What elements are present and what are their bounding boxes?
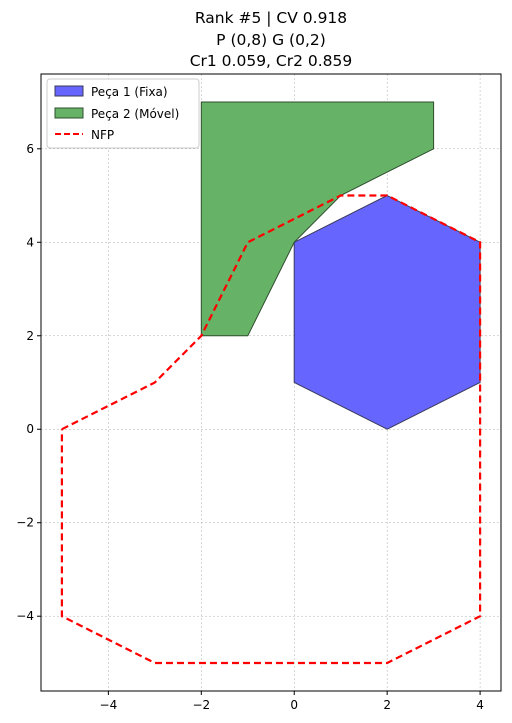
legend-label-peca-2: Peça 2 (Móvel) (91, 107, 179, 121)
chart-title-group: Rank #5 | CV 0.918 P (0,8) G (0,2) Cr1 0… (190, 9, 353, 70)
x-tick-label: 2 (383, 698, 391, 712)
chart-title-line-1: Rank #5 | CV 0.918 (195, 9, 347, 27)
nfp-line (60, 194, 482, 665)
y-tick-label: −2 (16, 516, 34, 530)
x-tick-label: −2 (192, 698, 210, 712)
legend-box (46, 78, 200, 149)
chart-title-line-3: Cr1 0.059, Cr2 0.859 (190, 52, 353, 70)
legend-swatch-peca-2 (54, 107, 84, 119)
legend: Peça 1 (Fixa) Peça 2 (Móvel) NFP (46, 78, 200, 149)
chart-title-line-2: P (0,8) G (0,2) (216, 31, 326, 49)
y-tick-label: 2 (26, 329, 34, 343)
y-tick-label: −4 (16, 609, 34, 623)
legend-label-peca-1: Peça 1 (Fixa) (91, 85, 168, 99)
peca-1-polygon (293, 194, 481, 430)
axis-ticks: −4 −2 0 2 4 −4 −2 0 2 4 6 (16, 142, 484, 712)
x-tick-label: 0 (290, 698, 298, 712)
x-tick-label: −4 (100, 698, 118, 712)
x-tick-label: 4 (476, 698, 484, 712)
legend-swatch-peca-1 (54, 85, 84, 97)
peca-2-polygon (200, 101, 435, 337)
legend-label-nfp: NFP (91, 128, 114, 142)
y-tick-label: 0 (26, 422, 34, 436)
plot-frame (40, 73, 502, 692)
y-tick-label: 4 (26, 235, 34, 249)
series-layer (60, 101, 482, 665)
y-tick-label: 6 (26, 142, 34, 156)
